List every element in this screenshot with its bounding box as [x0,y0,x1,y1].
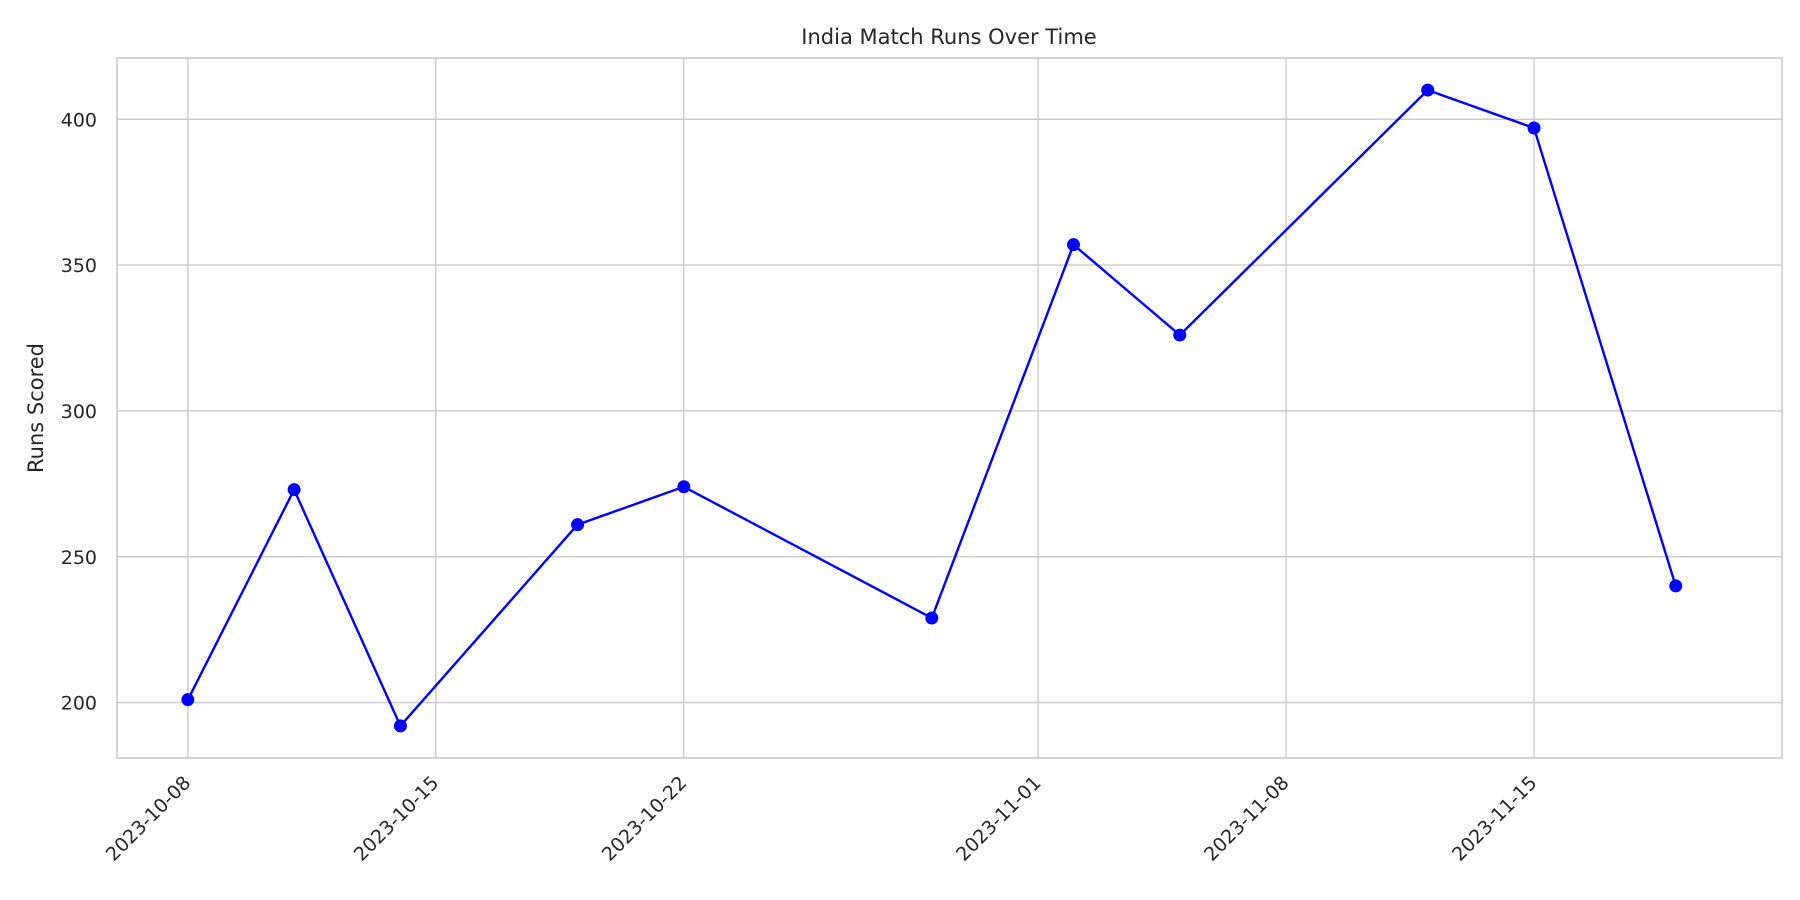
x-tick-label: 2023-11-08 [1200,772,1294,866]
y-tick-label: 250 [61,547,97,569]
data-point [677,480,691,494]
data-point [571,518,585,532]
y-tick-label: 200 [61,693,97,715]
data-point [1421,83,1435,97]
x-tick-label: 2023-11-01 [952,772,1046,866]
y-gridlines [117,118,1782,704]
plot-frame [116,57,1783,759]
series-line [186,88,1677,729]
x-tick-labels: 2023-10-08 2023-10-15 2023-10-22 2023-11-01… [102,772,1542,866]
data-point [287,483,301,497]
data-point [181,693,195,707]
y-tick-labels: 200 250 300 350 400 [61,109,97,714]
y-tick-label: 350 [61,255,97,277]
data-point [1669,579,1683,593]
x-tick-label: 2023-10-08 [102,772,196,866]
data-point [925,611,939,625]
x-tick-label: 2023-10-22 [598,772,692,866]
y-tick-label: 300 [61,401,97,423]
data-point [1527,121,1541,135]
y-tick-label: 400 [61,109,97,131]
y-axis-label: Runs Scored [24,343,48,473]
series-group [181,83,1683,733]
x-tick-label: 2023-10-15 [350,772,444,866]
data-point [393,719,407,733]
chart-title: India Match Runs Over Time [801,25,1096,49]
data-point [1066,238,1080,252]
data-point [1173,328,1187,342]
x-tick-label: 2023-11-15 [1448,772,1542,866]
x-gridlines [187,58,1535,758]
